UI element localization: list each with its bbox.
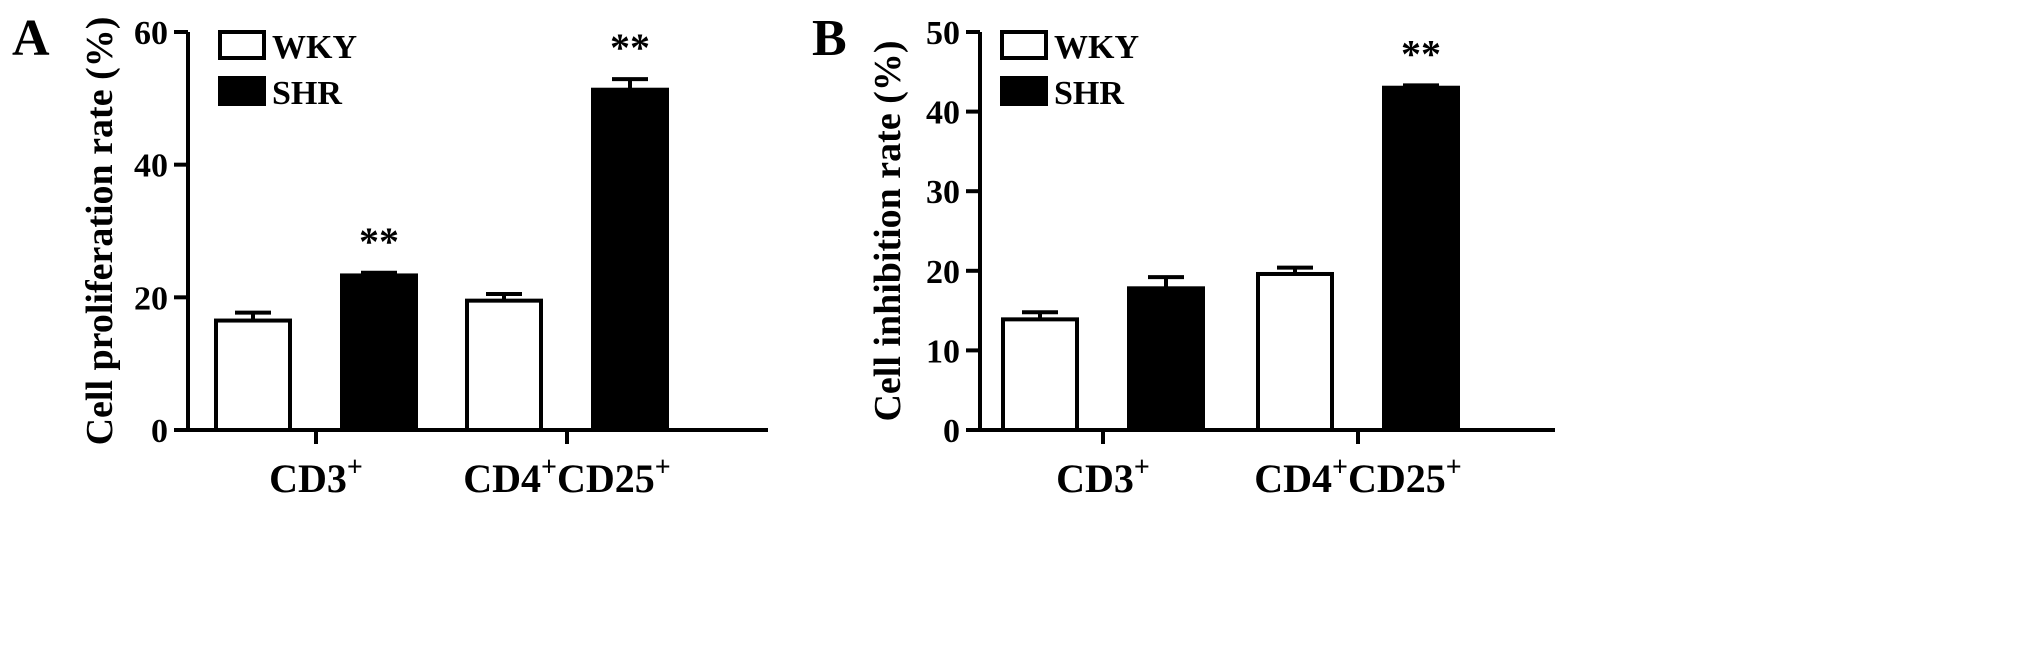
significance-label: ** [359, 219, 399, 264]
bar-shr-1 [1382, 85, 1460, 432]
y-tick-label: 50 [926, 15, 960, 52]
bar-wky-1 [465, 298, 543, 432]
bar-wky-1 [1256, 271, 1334, 433]
y-tick-label: 40 [926, 95, 960, 132]
bar-shr-0 [1127, 286, 1205, 433]
panel-a: A Cell proliferation rate (%) 0 20 40 60 CD3+ C… [12, 10, 768, 501]
bar-wky-0 [214, 318, 292, 432]
y-tick-label: 0 [151, 413, 168, 450]
x-tick-label: CD4+CD25+ [463, 452, 671, 501]
y-axis-label: Cell proliferation rate (%) [79, 17, 121, 446]
x-tick-label: CD4+CD25+ [1254, 452, 1462, 501]
x-tick-label: CD3+ [1056, 452, 1150, 501]
legend-label-wky: WKY [1054, 29, 1139, 66]
bar-shr-0 [340, 273, 418, 432]
y-tick-label: 40 [134, 148, 168, 185]
legend-label-shr: SHR [1054, 75, 1124, 112]
significance-label: ** [1401, 31, 1441, 76]
panel-label: A [12, 10, 50, 67]
legend-swatch-shr [218, 76, 266, 106]
significance-label: ** [610, 25, 650, 70]
panel-b: B Cell inhibition rate (%) 0 10 20 30 40 50 CD3+… [812, 10, 1555, 501]
y-tick-label: 20 [134, 280, 168, 317]
y-tick-label: 0 [943, 413, 960, 450]
y-tick-label: 10 [926, 333, 960, 370]
bar-wky-0 [1001, 317, 1079, 432]
legend-label-shr: SHR [272, 75, 342, 112]
y-tick-label: 30 [926, 174, 960, 211]
legend-swatch-wky [1000, 30, 1048, 60]
bar-shr-1 [591, 87, 669, 433]
panel-label: B [812, 10, 847, 67]
legend-label-wky: WKY [272, 29, 357, 66]
y-axis-label: Cell inhibition rate (%) [867, 40, 909, 421]
y-tick-label: 60 [134, 15, 168, 52]
x-tick-label: CD3+ [269, 452, 363, 501]
y-tick-label: 20 [926, 254, 960, 291]
legend-swatch-shr [1000, 76, 1048, 106]
legend-swatch-wky [218, 30, 266, 60]
